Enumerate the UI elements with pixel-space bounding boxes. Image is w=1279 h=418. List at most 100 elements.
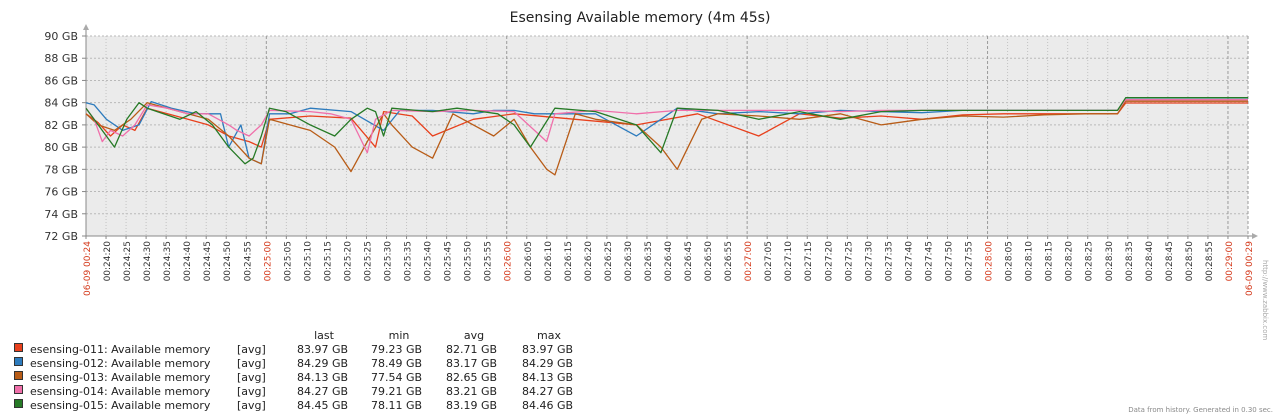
x-tick-label: 00:28:55	[1205, 241, 1215, 281]
legend-series-name: esensing-011: Available memory	[30, 343, 211, 356]
legend-swatch	[14, 371, 23, 380]
legend-row: esensing-014: Available memory [avg] 84.…	[14, 385, 614, 399]
x-tick-label: 00:25:55	[484, 241, 494, 281]
x-tick-label: 00:25:20	[343, 241, 353, 282]
legend-header: last min avg max	[14, 329, 614, 343]
series-line	[85, 102, 1248, 148]
x-tick-label: 00:28:05	[1005, 241, 1015, 281]
legend-min: 79.23 GB	[371, 343, 423, 356]
y-tick-label: 86 GB	[44, 74, 78, 87]
x-tick-label: 00:28:45	[1165, 241, 1175, 281]
x-tick-label: 00:28:35	[1125, 241, 1135, 281]
x-tick-label: 00:27:50	[944, 241, 954, 282]
x-major-tick-label: 00:25:00	[263, 241, 273, 282]
x-major-tick-label: 00:28:00	[985, 241, 995, 282]
x-tick-label: 00:25:10	[303, 241, 313, 282]
x-tick-label: 00:25:40	[424, 241, 434, 282]
x-tick-label: 00:26:20	[584, 241, 594, 282]
y-tick-label: 80 GB	[44, 141, 78, 154]
x-tick-label: 00:24:45	[203, 241, 213, 281]
x-tick-label: 00:27:05	[764, 241, 774, 281]
y-tick-label: 90 GB	[44, 30, 78, 43]
x-tick-label: 00:28:15	[1045, 241, 1055, 281]
legend-swatch	[14, 385, 23, 394]
x-tick-label: 00:25:50	[464, 241, 474, 282]
x-tick-label: 00:24:30	[143, 241, 153, 282]
series-line	[85, 97, 1248, 165]
y-tick-label: 72 GB	[44, 230, 78, 243]
x-tick-label: 00:27:15	[804, 241, 814, 281]
x-tick-label: 00:27:55	[965, 241, 975, 281]
x-major-tick-label: 00:27:00	[744, 241, 754, 282]
x-major-tick-label: 00:29:00	[1225, 241, 1235, 282]
x-tick-label: 00:24:20	[103, 241, 113, 282]
x-tick-label: 00:28:10	[1025, 241, 1035, 282]
legend-header-min: min	[388, 329, 410, 342]
legend-header-max: max	[537, 329, 561, 342]
x-major-tick-label: 06-09 00:29	[1245, 241, 1255, 296]
y-tick-label: 74 GB	[44, 208, 78, 221]
legend-min: 78.49 GB	[371, 357, 423, 370]
legend-series-name: esensing-014: Available memory	[30, 385, 211, 398]
x-tick-label: 00:26:45	[684, 241, 694, 281]
legend-row: esensing-013: Available memory [avg] 84.…	[14, 371, 614, 385]
x-tick-label: 00:25:30	[384, 241, 394, 282]
legend-min: 79.21 GB	[371, 385, 423, 398]
legend-func: [avg]	[237, 357, 266, 370]
x-axis-arrow	[1252, 233, 1258, 239]
zabbix-url: http://www.zabbix.com	[1261, 260, 1269, 341]
x-tick-label: 00:27:30	[864, 241, 874, 282]
x-major-tick-label: 00:26:00	[504, 241, 514, 282]
x-tick-label: 00:24:40	[183, 241, 193, 282]
series-lines	[85, 97, 1248, 176]
legend-min: 78.11 GB	[371, 399, 423, 412]
legend-avg: 83.21 GB	[446, 385, 498, 398]
legend-header-avg: avg	[463, 329, 485, 342]
legend: last min avg max esensing-011: Available…	[14, 329, 614, 413]
x-tick-label: 00:26:10	[544, 241, 554, 282]
legend-last: 84.29 GB	[297, 357, 349, 370]
legend-avg: 82.71 GB	[446, 343, 498, 356]
axes	[82, 24, 1258, 239]
x-tick-label: 00:26:30	[624, 241, 634, 282]
x-tick-label: 00:26:25	[604, 241, 614, 281]
legend-max: 84.46 GB	[522, 399, 574, 412]
x-tick-label: 00:27:45	[924, 241, 934, 281]
x-tick-label: 00:27:40	[904, 241, 914, 282]
x-tick-label: 00:25:45	[444, 241, 454, 281]
legend-avg: 83.17 GB	[446, 357, 498, 370]
x-axis-tick-labels: 06-09 00:24 00:24:20 00:24:25 00:24:30 00:24…	[83, 241, 1255, 296]
legend-func: [avg]	[237, 385, 266, 398]
x-tick-label: 00:27:35	[884, 241, 894, 281]
x-tick-label: 00:26:50	[704, 241, 714, 282]
legend-last: 84.45 GB	[297, 399, 349, 412]
x-tick-label: 00:28:20	[1065, 241, 1075, 282]
x-tick-label: 00:28:40	[1145, 241, 1155, 282]
y-tick-label: 84 GB	[44, 97, 78, 110]
x-tick-label: 00:26:35	[644, 241, 654, 281]
x-major-tick-label: 06-09 00:24	[83, 241, 93, 296]
x-tick-label: 00:26:40	[664, 241, 674, 282]
legend-series-name: esensing-012: Available memory	[30, 357, 211, 370]
legend-min: 77.54 GB	[371, 371, 423, 384]
legend-last: 83.97 GB	[297, 343, 349, 356]
legend-swatch	[14, 343, 23, 352]
legend-max: 84.29 GB	[522, 357, 574, 370]
y-axis-arrow	[83, 24, 89, 30]
legend-series-name: esensing-013: Available memory	[30, 371, 211, 384]
generation-note: Data from history. Generated in 0.30 sec…	[1128, 406, 1273, 414]
legend-max: 84.13 GB	[522, 371, 574, 384]
x-tick-label: 00:26:05	[524, 241, 534, 281]
chart-canvas: Esensing Available memory (4m 45s) 72 GB…	[44, 10, 1258, 296]
x-tick-label: 00:27:10	[784, 241, 794, 282]
x-tick-label: 00:25:05	[283, 241, 293, 281]
x-tick-label: 00:27:20	[824, 241, 834, 282]
x-tick-label: 00:24:25	[123, 241, 133, 281]
legend-avg: 83.19 GB	[446, 399, 498, 412]
x-tick-label: 00:26:55	[724, 241, 734, 281]
y-tick-label: 76 GB	[44, 186, 78, 199]
x-tick-label: 00:28:30	[1105, 241, 1115, 282]
legend-last: 84.13 GB	[297, 371, 349, 384]
x-tick-label: 00:24:55	[243, 241, 253, 281]
x-tick-label: 00:28:50	[1185, 241, 1195, 282]
